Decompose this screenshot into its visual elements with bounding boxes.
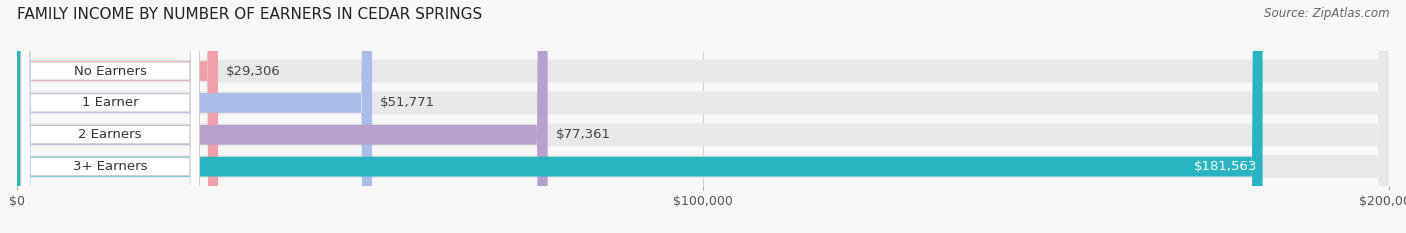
- FancyBboxPatch shape: [17, 0, 1389, 233]
- FancyBboxPatch shape: [17, 0, 1389, 233]
- Text: Source: ZipAtlas.com: Source: ZipAtlas.com: [1264, 7, 1389, 20]
- Text: 3+ Earners: 3+ Earners: [73, 160, 148, 173]
- Text: $181,563: $181,563: [1194, 160, 1257, 173]
- FancyBboxPatch shape: [17, 0, 373, 233]
- Text: 2 Earners: 2 Earners: [79, 128, 142, 141]
- Text: $77,361: $77,361: [555, 128, 610, 141]
- FancyBboxPatch shape: [17, 0, 1389, 233]
- FancyBboxPatch shape: [17, 0, 1263, 233]
- FancyBboxPatch shape: [21, 0, 200, 233]
- FancyBboxPatch shape: [17, 0, 1389, 233]
- Text: $29,306: $29,306: [226, 65, 281, 78]
- FancyBboxPatch shape: [21, 0, 200, 233]
- Text: FAMILY INCOME BY NUMBER OF EARNERS IN CEDAR SPRINGS: FAMILY INCOME BY NUMBER OF EARNERS IN CE…: [17, 7, 482, 22]
- FancyBboxPatch shape: [21, 0, 200, 233]
- Text: No Earners: No Earners: [73, 65, 146, 78]
- Text: $51,771: $51,771: [380, 96, 436, 110]
- Text: 1 Earner: 1 Earner: [82, 96, 139, 110]
- FancyBboxPatch shape: [17, 0, 218, 233]
- FancyBboxPatch shape: [17, 0, 548, 233]
- FancyBboxPatch shape: [21, 0, 200, 233]
